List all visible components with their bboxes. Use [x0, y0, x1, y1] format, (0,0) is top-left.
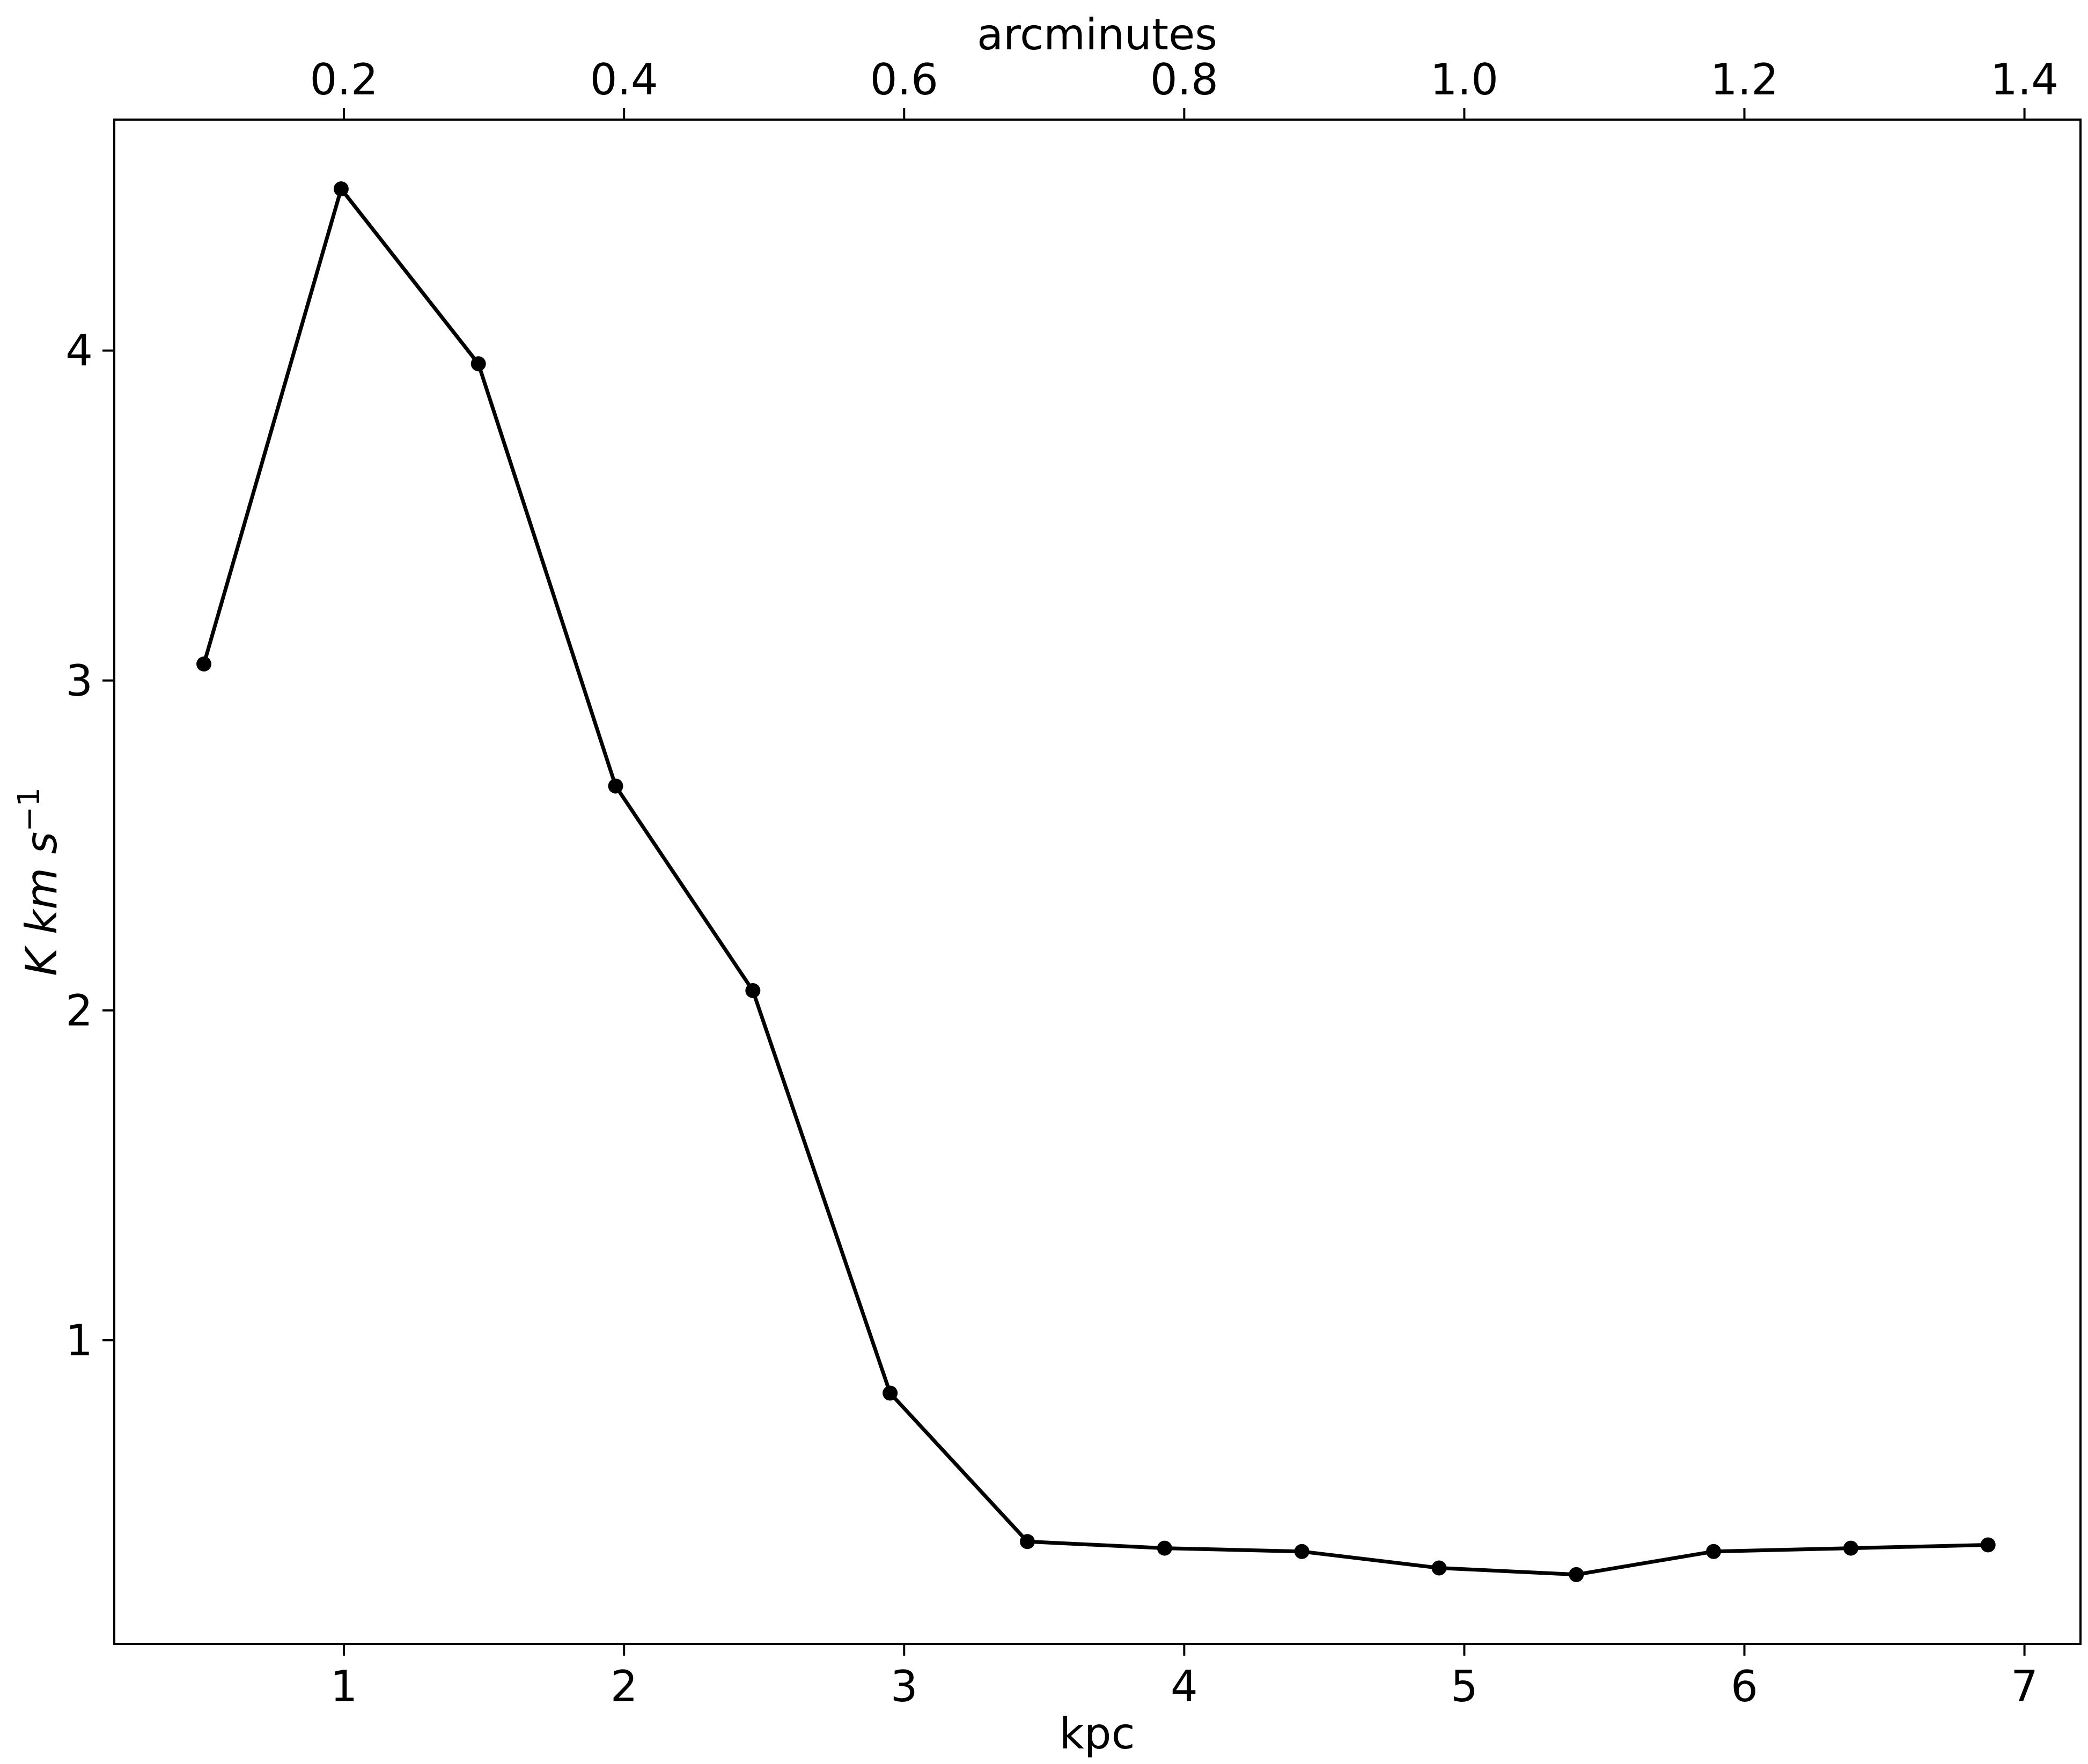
- x-axis-label: kpc: [1059, 1709, 1135, 1759]
- x-tick-label: 6: [1731, 1662, 1758, 1711]
- x-tick-label: 1: [330, 1662, 358, 1711]
- data-point: [1431, 1560, 1447, 1576]
- data-point: [333, 181, 349, 197]
- x-tick-label: 7: [2011, 1662, 2038, 1711]
- top-axis-ticks: 0.2 0.4 0.6 0.8 1.0 1.2 1.4: [310, 55, 2058, 120]
- data-point: [470, 356, 486, 372]
- data-point: [1706, 1544, 1722, 1559]
- top-tick-label: 1.2: [1710, 55, 1778, 105]
- y-axis-label-main: K km s: [17, 832, 67, 976]
- y-tick-label: 2: [65, 986, 93, 1036]
- top-tick-label: 0.2: [310, 55, 378, 105]
- y-tick-label: 1: [65, 1316, 93, 1366]
- x-tick-label: 5: [1451, 1662, 1478, 1711]
- x-tick-label: 2: [611, 1662, 638, 1711]
- data-points: [196, 181, 1996, 1582]
- top-tick-label: 1.0: [1430, 55, 1498, 105]
- data-point: [1294, 1544, 1310, 1559]
- data-point: [1157, 1540, 1172, 1556]
- data-point: [196, 656, 212, 671]
- x-tick-label: 3: [891, 1662, 918, 1711]
- top-tick-label: 1.4: [1990, 55, 2058, 105]
- y-axis-label-superscript: −1: [12, 787, 47, 832]
- series-line: [202, 187, 1990, 1577]
- y-axis-ticks: 1 2 3 4: [65, 326, 114, 1366]
- data-point: [1980, 1537, 1996, 1553]
- data-point: [1019, 1534, 1035, 1549]
- data-point: [608, 778, 623, 794]
- top-tick-label: 0.6: [870, 55, 938, 105]
- data-point: [1569, 1567, 1584, 1582]
- x-tick-label: 4: [1171, 1662, 1198, 1711]
- top-tick-label: 0.4: [590, 55, 658, 105]
- data-point: [745, 983, 761, 998]
- y-tick-label: 4: [65, 326, 93, 376]
- data-point: [883, 1385, 898, 1401]
- plot-frame: [113, 119, 2082, 1645]
- y-tick-label: 3: [65, 656, 93, 706]
- x-axis-ticks: 1 2 3 4 5 6 7: [330, 1644, 2038, 1711]
- top-axis-label: arcminutes: [977, 10, 1217, 60]
- top-tick-label: 0.8: [1150, 55, 1218, 105]
- data-point: [1843, 1540, 1858, 1556]
- y-axis-label: K km s−1: [12, 787, 67, 976]
